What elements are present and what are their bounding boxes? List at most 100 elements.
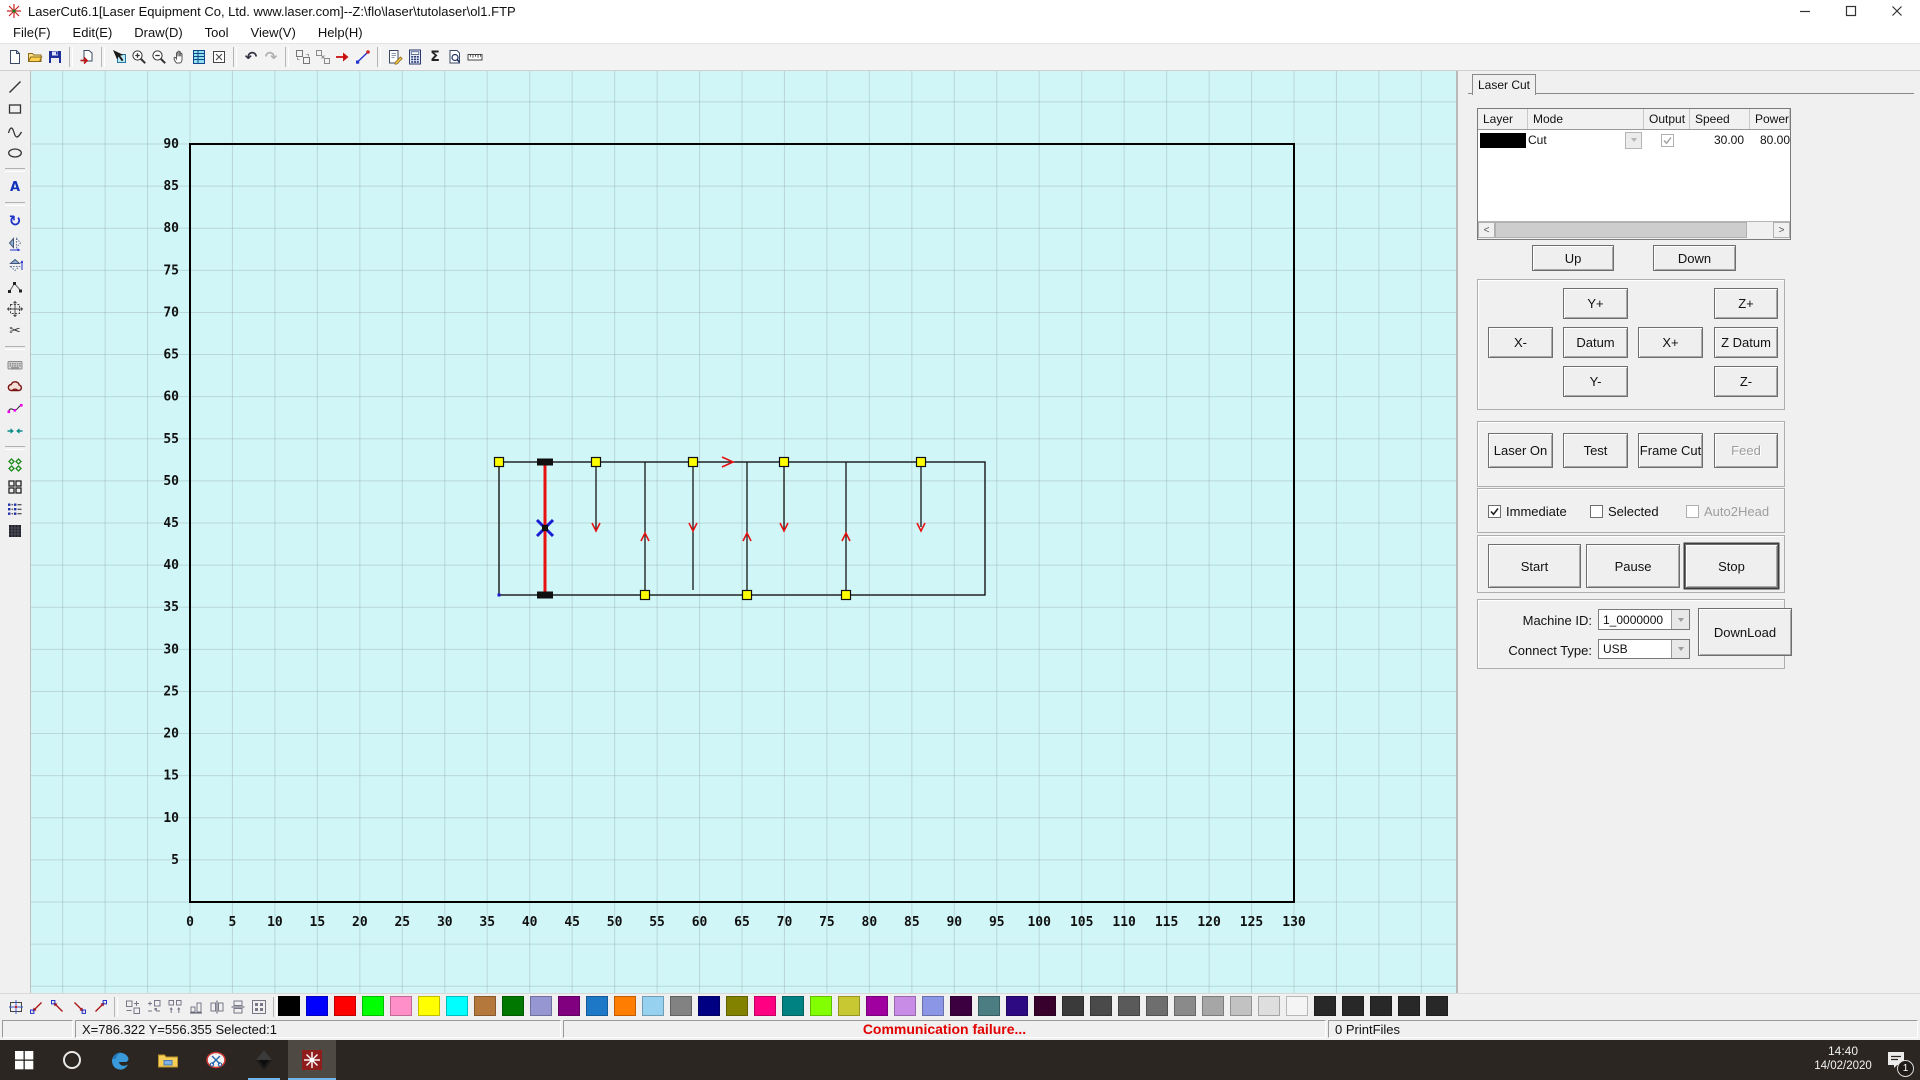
toolbar-select-tool-button[interactable] <box>109 45 129 69</box>
palette-swatch[interactable] <box>698 996 720 1016</box>
scroll-right-button[interactable]: > <box>1773 222 1790 238</box>
chevron-down-icon[interactable] <box>1671 640 1689 658</box>
tool-array-dash-button[interactable] <box>2 498 28 520</box>
laser-on-button[interactable]: Laser On <box>1488 433 1553 468</box>
palette-swatch[interactable] <box>922 996 944 1016</box>
palette-swatch[interactable] <box>950 996 972 1016</box>
bottom-align-bottom-button[interactable] <box>185 995 206 1019</box>
palette-swatch[interactable] <box>978 996 1000 1016</box>
palette-swatch[interactable] <box>1090 996 1112 1016</box>
toolbar-zoom-in-button[interactable] <box>129 45 149 69</box>
palette-swatch[interactable] <box>558 996 580 1016</box>
palette-swatch[interactable] <box>1034 996 1056 1016</box>
bottom-array-copy-button[interactable] <box>122 995 143 1019</box>
palette-swatch[interactable] <box>1118 996 1140 1016</box>
jog-y-minus-button[interactable]: Y- <box>1563 366 1628 397</box>
toolbar-data-view-button[interactable] <box>189 45 209 69</box>
scrollbar-thumb[interactable] <box>1495 222 1747 238</box>
jog-y-plus-button[interactable]: Y+ <box>1563 288 1628 319</box>
bottom-origin-top-right-button[interactable] <box>89 995 110 1019</box>
auto2head-checkbox[interactable]: Auto2Head <box>1686 504 1769 519</box>
toolbar-ungroup-button[interactable] <box>313 45 333 69</box>
toolbar-preview-document-button[interactable] <box>445 45 465 69</box>
toolbar-open-file-button[interactable] <box>25 45 45 69</box>
immediate-checkbox[interactable]: Immediate <box>1488 504 1567 519</box>
taskbar-snipping-tool-button[interactable] <box>192 1040 240 1080</box>
toolbar-pan-tool-button[interactable] <box>169 45 189 69</box>
bottom-array-grid-button[interactable] <box>248 995 269 1019</box>
layer-table-row[interactable]: Cut 30.00 80.00 <box>1478 130 1790 150</box>
palette-swatch[interactable] <box>670 996 692 1016</box>
tool-fill-solid-button[interactable] <box>2 520 28 542</box>
machine-id-select[interactable]: 1_0000000 <box>1598 609 1690 630</box>
palette-swatch[interactable] <box>642 996 664 1016</box>
maximize-button[interactable] <box>1828 0 1874 22</box>
menu-edit[interactable]: Edit(E) <box>72 25 113 40</box>
toolbar-sum-sigma-button[interactable]: Σ <box>425 45 445 69</box>
palette-swatch[interactable] <box>306 996 328 1016</box>
toolbar-save-file-button[interactable] <box>45 45 65 69</box>
taskbar-cortana-button[interactable] <box>48 1040 96 1080</box>
bottom-origin-top-left-button[interactable] <box>47 995 68 1019</box>
layer-table[interactable]: Layer Mode Output Speed Power Cut 30.00 80.00 … <box>1477 108 1791 240</box>
palette-swatch[interactable] <box>446 996 468 1016</box>
toolbar-select-view-button[interactable] <box>209 45 229 69</box>
palette-swatch[interactable] <box>1370 996 1392 1016</box>
bottom-origin-bottom-right-button[interactable] <box>68 995 89 1019</box>
close-button[interactable] <box>1874 0 1920 22</box>
palette-swatch[interactable] <box>1342 996 1364 1016</box>
menu-tool[interactable]: Tool <box>204 25 229 40</box>
bottom-align-center-vertical-button[interactable] <box>206 995 227 1019</box>
layer-table-scrollbar[interactable]: < > <box>1478 221 1790 239</box>
palette-swatch[interactable] <box>1286 996 1308 1016</box>
menu-help[interactable]: Help(H) <box>317 25 363 40</box>
palette-swatch[interactable] <box>614 996 636 1016</box>
tool-draw-text-button[interactable]: A <box>2 176 28 198</box>
toolbar-export-file-button[interactable] <box>77 45 97 69</box>
tool-draw-line-button[interactable] <box>2 76 28 98</box>
taskbar-inkscape-button[interactable] <box>240 1040 288 1080</box>
jog-z-minus-button[interactable]: Z- <box>1714 366 1778 397</box>
selected-checkbox[interactable]: Selected <box>1590 504 1659 519</box>
toolbar-calculator-button[interactable] <box>405 45 425 69</box>
frame-cut-button[interactable]: Frame Cut <box>1638 433 1703 468</box>
toolbar-simulate-run-button[interactable] <box>333 45 353 69</box>
palette-swatch[interactable] <box>1426 996 1448 1016</box>
tool-draw-ellipse-button[interactable] <box>2 142 28 164</box>
layer-down-button[interactable]: Down <box>1653 245 1736 271</box>
tool-array-green-button[interactable] <box>2 454 28 476</box>
layer-up-button[interactable]: Up <box>1532 245 1614 271</box>
toolbar-undo-button[interactable]: ↶ <box>241 45 261 69</box>
scroll-left-button[interactable]: < <box>1478 222 1495 238</box>
palette-swatch[interactable] <box>334 996 356 1016</box>
palette-swatch[interactable] <box>810 996 832 1016</box>
download-button[interactable]: DownLoad <box>1698 608 1792 656</box>
tool-engrave-cloud-button[interactable] <box>2 376 28 398</box>
palette-swatch[interactable] <box>1202 996 1224 1016</box>
minimize-button[interactable] <box>1782 0 1828 22</box>
bottom-origin-bottom-left-button[interactable] <box>26 995 47 1019</box>
drawing-canvas[interactable]: 0 5 10 15 20 25 30 35 40 45 50 55 60 65 70 75 80 85 90 95 10… <box>31 71 1456 993</box>
toolbar-redo-button[interactable]: ↷ <box>261 45 281 69</box>
palette-swatch[interactable] <box>1006 996 1028 1016</box>
tool-mirror-vertical-button[interactable] <box>2 254 28 276</box>
palette-swatch[interactable] <box>278 996 300 1016</box>
layer-color-swatch[interactable] <box>1480 132 1526 148</box>
toolbar-node-edit-button[interactable] <box>353 45 373 69</box>
palette-swatch[interactable] <box>1258 996 1280 1016</box>
palette-swatch[interactable] <box>1398 996 1420 1016</box>
palette-swatch[interactable] <box>1062 996 1084 1016</box>
palette-swatch[interactable] <box>1174 996 1196 1016</box>
menu-view[interactable]: View(V) <box>250 25 296 40</box>
tool-mirror-horizontal-button[interactable] <box>2 232 28 254</box>
bottom-array-vertical-button[interactable] <box>164 995 185 1019</box>
palette-swatch[interactable] <box>474 996 496 1016</box>
menu-file[interactable]: File(F) <box>13 25 51 40</box>
palette-swatch[interactable] <box>418 996 440 1016</box>
palette-swatch[interactable] <box>782 996 804 1016</box>
taskbar-file-explorer-button[interactable] <box>144 1040 192 1080</box>
feed-button[interactable]: Feed <box>1714 433 1778 468</box>
pause-button[interactable]: Pause <box>1586 544 1680 588</box>
palette-swatch[interactable] <box>530 996 552 1016</box>
palette-swatch[interactable] <box>586 996 608 1016</box>
